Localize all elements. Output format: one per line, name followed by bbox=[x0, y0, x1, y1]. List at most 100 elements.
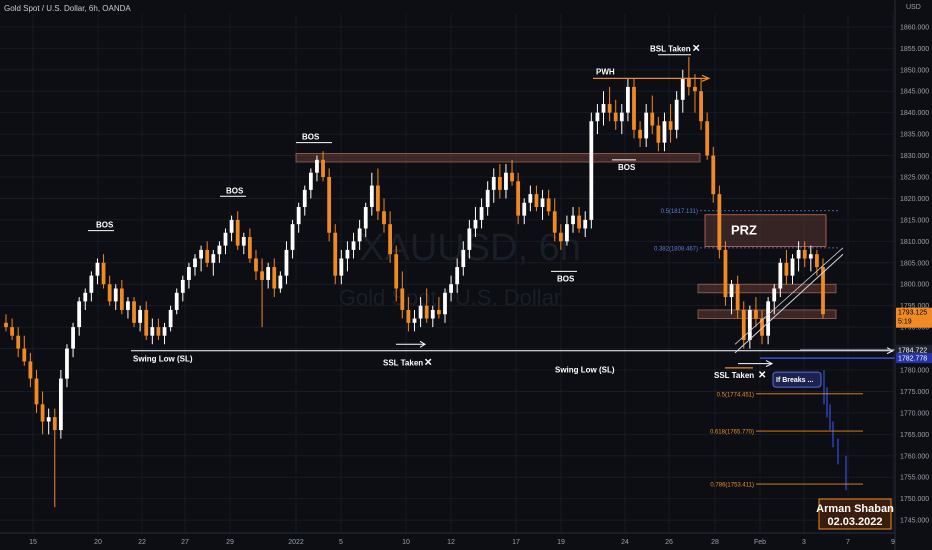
candle bbox=[741, 301, 746, 349]
candle bbox=[107, 275, 112, 306]
price-tick: 1790.000 bbox=[900, 325, 929, 332]
candle-body bbox=[254, 258, 258, 272]
candle bbox=[479, 198, 484, 229]
candle bbox=[418, 297, 423, 328]
price-tick: 1750.000 bbox=[900, 496, 929, 503]
candle-body bbox=[284, 249, 289, 276]
candle-body bbox=[796, 249, 801, 259]
candle bbox=[339, 249, 344, 285]
candle-body bbox=[455, 267, 460, 285]
candle bbox=[193, 254, 197, 276]
candle-body bbox=[632, 86, 636, 130]
prz-box bbox=[704, 214, 827, 247]
candle-body bbox=[473, 219, 478, 229]
candle bbox=[223, 228, 228, 255]
candle bbox=[71, 322, 75, 358]
price-tick: 1760.000 bbox=[900, 453, 929, 460]
candle bbox=[619, 104, 624, 135]
time-tick: 28 bbox=[711, 539, 719, 546]
candle bbox=[467, 219, 472, 259]
candle-body bbox=[790, 258, 795, 276]
candle-body bbox=[363, 207, 368, 229]
candle-body bbox=[674, 99, 679, 130]
candle-body bbox=[241, 237, 246, 246]
candle-body bbox=[504, 172, 508, 190]
price-tag-1 bbox=[896, 344, 932, 355]
supply-zone bbox=[295, 153, 701, 163]
candle-body bbox=[607, 104, 612, 113]
candle-body bbox=[89, 275, 94, 293]
candle-body bbox=[278, 275, 283, 289]
price-tick: 1820.000 bbox=[900, 196, 929, 203]
candle bbox=[290, 219, 295, 259]
time-tick: 5 bbox=[339, 539, 343, 546]
candle bbox=[699, 78, 703, 130]
candle-body bbox=[644, 112, 649, 139]
candle-body bbox=[65, 348, 69, 379]
time-axis[interactable]: 15 20 22 27 29 2022 5 10 12 17 19 24 26 28 Feb 3 7 9 bbox=[0, 532, 895, 546]
candle-body bbox=[516, 181, 521, 216]
candle-body bbox=[705, 121, 710, 156]
candle-body bbox=[10, 327, 14, 336]
fib-label: 0.382(1808.467) bbox=[654, 246, 698, 252]
candle bbox=[613, 99, 618, 130]
candle-body bbox=[150, 327, 155, 336]
candle bbox=[363, 202, 368, 238]
candle-body bbox=[821, 267, 825, 315]
price-tag-1-text: 1784.722 bbox=[898, 347, 927, 354]
price-tag-2 bbox=[896, 353, 932, 364]
candle bbox=[83, 288, 88, 310]
ssl-cross-icon-2: ✕ bbox=[758, 370, 766, 381]
candle bbox=[436, 297, 441, 319]
candle bbox=[52, 408, 57, 508]
candle bbox=[235, 211, 240, 250]
bos-label: BOS bbox=[302, 133, 320, 142]
candle bbox=[357, 219, 362, 250]
candle bbox=[656, 116, 661, 152]
candle-body bbox=[656, 125, 661, 143]
candle bbox=[808, 245, 813, 272]
bos-label: BOS bbox=[557, 274, 575, 283]
ssl-arrow-1 bbox=[419, 340, 426, 348]
candle bbox=[626, 78, 630, 122]
trendline-parallel bbox=[734, 247, 844, 345]
candle-body bbox=[193, 258, 197, 268]
candle bbox=[638, 121, 642, 147]
price-tick: 1850.000 bbox=[900, 67, 929, 74]
candle bbox=[680, 69, 685, 113]
time-tick: 24 bbox=[621, 539, 629, 546]
candle bbox=[113, 284, 118, 310]
candle-body bbox=[650, 112, 655, 126]
candle bbox=[644, 104, 649, 147]
price-tick: 1745.000 bbox=[900, 518, 929, 525]
candle bbox=[747, 305, 752, 349]
candle-body bbox=[101, 262, 106, 285]
price-tick: 1830.000 bbox=[900, 153, 929, 160]
candle-body bbox=[327, 176, 332, 233]
candle-body bbox=[510, 172, 514, 182]
candle bbox=[784, 249, 789, 285]
candle-body bbox=[235, 219, 240, 246]
candle bbox=[65, 344, 69, 388]
swing-low-label-2: Swing Low (SL) bbox=[555, 366, 615, 375]
time-tick: 20 bbox=[94, 539, 102, 546]
candle bbox=[424, 288, 429, 323]
candle-body bbox=[613, 112, 618, 122]
candle bbox=[4, 314, 8, 332]
candle-body bbox=[296, 207, 301, 225]
candle-body bbox=[668, 121, 673, 130]
candle bbox=[735, 275, 740, 319]
candle bbox=[754, 297, 758, 328]
price-axis[interactable]: USD 1745.000 1750.000 1755.000 1760.000 1765.… bbox=[894, 0, 932, 550]
price-tick: 1765.000 bbox=[900, 432, 929, 439]
candle-body bbox=[485, 189, 490, 208]
candle bbox=[388, 211, 393, 263]
candle-body bbox=[400, 288, 405, 310]
candle-body bbox=[461, 249, 466, 268]
author-signature: Arman Shaban 02.03.2022 bbox=[816, 498, 894, 530]
candle bbox=[351, 232, 356, 259]
if-breaks-label: If Breaks ... bbox=[776, 377, 813, 384]
candle-body bbox=[760, 318, 764, 336]
